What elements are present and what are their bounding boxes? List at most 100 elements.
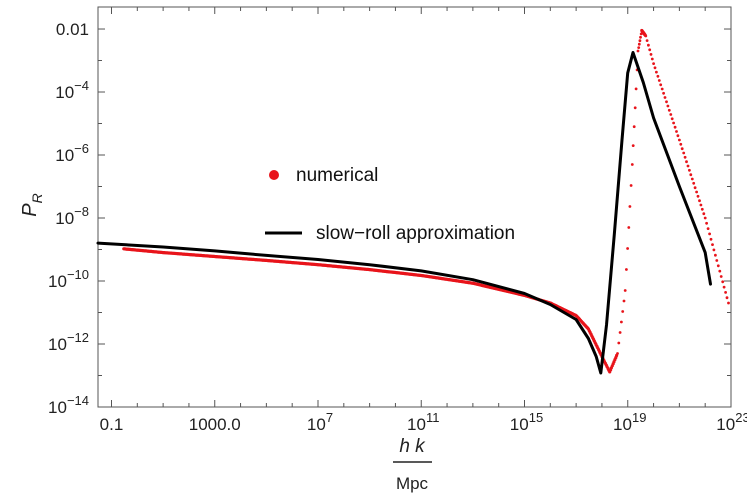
numerical-point bbox=[617, 341, 621, 345]
numerical-point bbox=[633, 106, 637, 110]
numerical-point bbox=[699, 203, 703, 207]
y-tick-label: 10−4 bbox=[55, 78, 89, 102]
numerical-point bbox=[644, 34, 648, 38]
numerical-point bbox=[621, 310, 625, 313]
numerical-point bbox=[647, 43, 650, 47]
series-layer bbox=[96, 28, 730, 375]
numerical-point bbox=[702, 212, 706, 216]
numerical-point bbox=[680, 147, 684, 151]
numerical-point bbox=[670, 117, 674, 121]
numerical-point bbox=[669, 113, 673, 116]
plot-frame bbox=[97, 6, 732, 408]
numerical-point bbox=[663, 96, 667, 99]
numerical-point bbox=[675, 130, 678, 133]
y-tick-label: 0.01 bbox=[56, 20, 89, 39]
x-tick-label: 1000.0 bbox=[189, 415, 241, 434]
numerical-point bbox=[727, 301, 730, 305]
y-axis-label: PR bbox=[19, 193, 45, 216]
numerical-point bbox=[652, 62, 655, 65]
numerical-point bbox=[688, 168, 691, 172]
numerical-point bbox=[719, 275, 723, 278]
numerical-point bbox=[705, 221, 708, 225]
numerical-point bbox=[683, 155, 687, 159]
legend-marker-numerical bbox=[269, 170, 279, 180]
numerical-point bbox=[632, 125, 636, 129]
numerical-point bbox=[636, 49, 640, 53]
numerical-point bbox=[682, 151, 686, 155]
numerical-point bbox=[623, 289, 627, 292]
numerical-point bbox=[622, 299, 626, 303]
y-axis-label-subscript: R bbox=[29, 193, 45, 203]
numerical-point bbox=[724, 291, 727, 294]
svg-text:PR: PR bbox=[19, 193, 45, 216]
x-axis-ticks: 0.1 1000.0 107 1011 1015 1019 1023 bbox=[100, 7, 747, 434]
y-tick-label: 10−8 bbox=[55, 204, 89, 228]
x-tick-label: 0.1 bbox=[100, 415, 124, 434]
numerical-point bbox=[650, 57, 654, 61]
numerical-point bbox=[659, 83, 663, 87]
numerical-point bbox=[662, 91, 665, 95]
numerical-point bbox=[616, 352, 619, 355]
y-axis-label-base: P bbox=[19, 203, 41, 217]
numerical-point bbox=[711, 243, 714, 247]
legend-label-numerical: numerical bbox=[296, 165, 378, 186]
numerical-point bbox=[657, 79, 661, 82]
numerical-point bbox=[638, 39, 642, 43]
y-tick-label: 10−12 bbox=[48, 330, 89, 354]
x-axis-label-numerator: h k bbox=[399, 436, 426, 457]
numerical-point bbox=[725, 296, 729, 300]
numerical-point bbox=[660, 87, 664, 91]
numerical-point bbox=[698, 199, 701, 203]
numerical-point bbox=[714, 253, 717, 257]
numerical-point bbox=[693, 186, 697, 190]
x-tick-label: 107 bbox=[307, 410, 333, 434]
numerical-point bbox=[637, 42, 641, 46]
y-tick-label: 10−10 bbox=[48, 267, 89, 291]
numerical-point bbox=[618, 331, 622, 334]
numerical-point bbox=[648, 48, 652, 52]
series-points-numerical bbox=[122, 28, 730, 374]
numerical-point bbox=[716, 264, 720, 268]
numerical-point bbox=[722, 285, 726, 289]
numerical-point bbox=[665, 100, 668, 104]
numerical-point bbox=[686, 164, 690, 168]
numerical-point bbox=[721, 280, 725, 284]
numerical-point bbox=[629, 184, 633, 187]
x-tick-label: 1019 bbox=[613, 410, 646, 434]
y-axis-ticks: 0.01 10−4 10−6 10−8 10−10 10−12 10−14 bbox=[48, 20, 731, 417]
numerical-point bbox=[667, 108, 671, 112]
numerical-point bbox=[666, 104, 670, 108]
numerical-point bbox=[625, 268, 628, 271]
numerical-point bbox=[685, 160, 688, 164]
x-tick-label: 1023 bbox=[716, 410, 747, 434]
x-axis-label-denominator: Mpc bbox=[396, 474, 429, 493]
numerical-point bbox=[712, 248, 716, 252]
numerical-point bbox=[672, 121, 675, 125]
numerical-point bbox=[703, 216, 707, 220]
numerical-point bbox=[709, 237, 713, 241]
numerical-point bbox=[715, 259, 719, 262]
numerical-point bbox=[690, 177, 694, 181]
numerical-point bbox=[673, 125, 677, 129]
numerical-point bbox=[620, 320, 623, 324]
numerical-point bbox=[653, 66, 657, 70]
numerical-point bbox=[708, 232, 711, 236]
numerical-point bbox=[695, 190, 698, 194]
numerical-point bbox=[678, 138, 681, 142]
numerical-point bbox=[634, 87, 638, 91]
x-tick-label: 1015 bbox=[510, 410, 543, 434]
numerical-point bbox=[689, 173, 693, 177]
numerical-point bbox=[696, 194, 700, 198]
numerical-point bbox=[645, 39, 649, 42]
legend: numerical slow−roll approximation bbox=[265, 165, 515, 244]
numerical-point bbox=[649, 53, 653, 56]
numerical-point bbox=[626, 247, 629, 250]
x-axis-label: h k Mpc bbox=[393, 436, 432, 493]
numerical-point bbox=[639, 35, 642, 39]
plot-frame-rect bbox=[97, 6, 732, 408]
numerical-point bbox=[692, 181, 696, 185]
series-line-slow-roll bbox=[96, 51, 712, 375]
numerical-point bbox=[676, 134, 680, 138]
numerical-point bbox=[700, 207, 704, 211]
